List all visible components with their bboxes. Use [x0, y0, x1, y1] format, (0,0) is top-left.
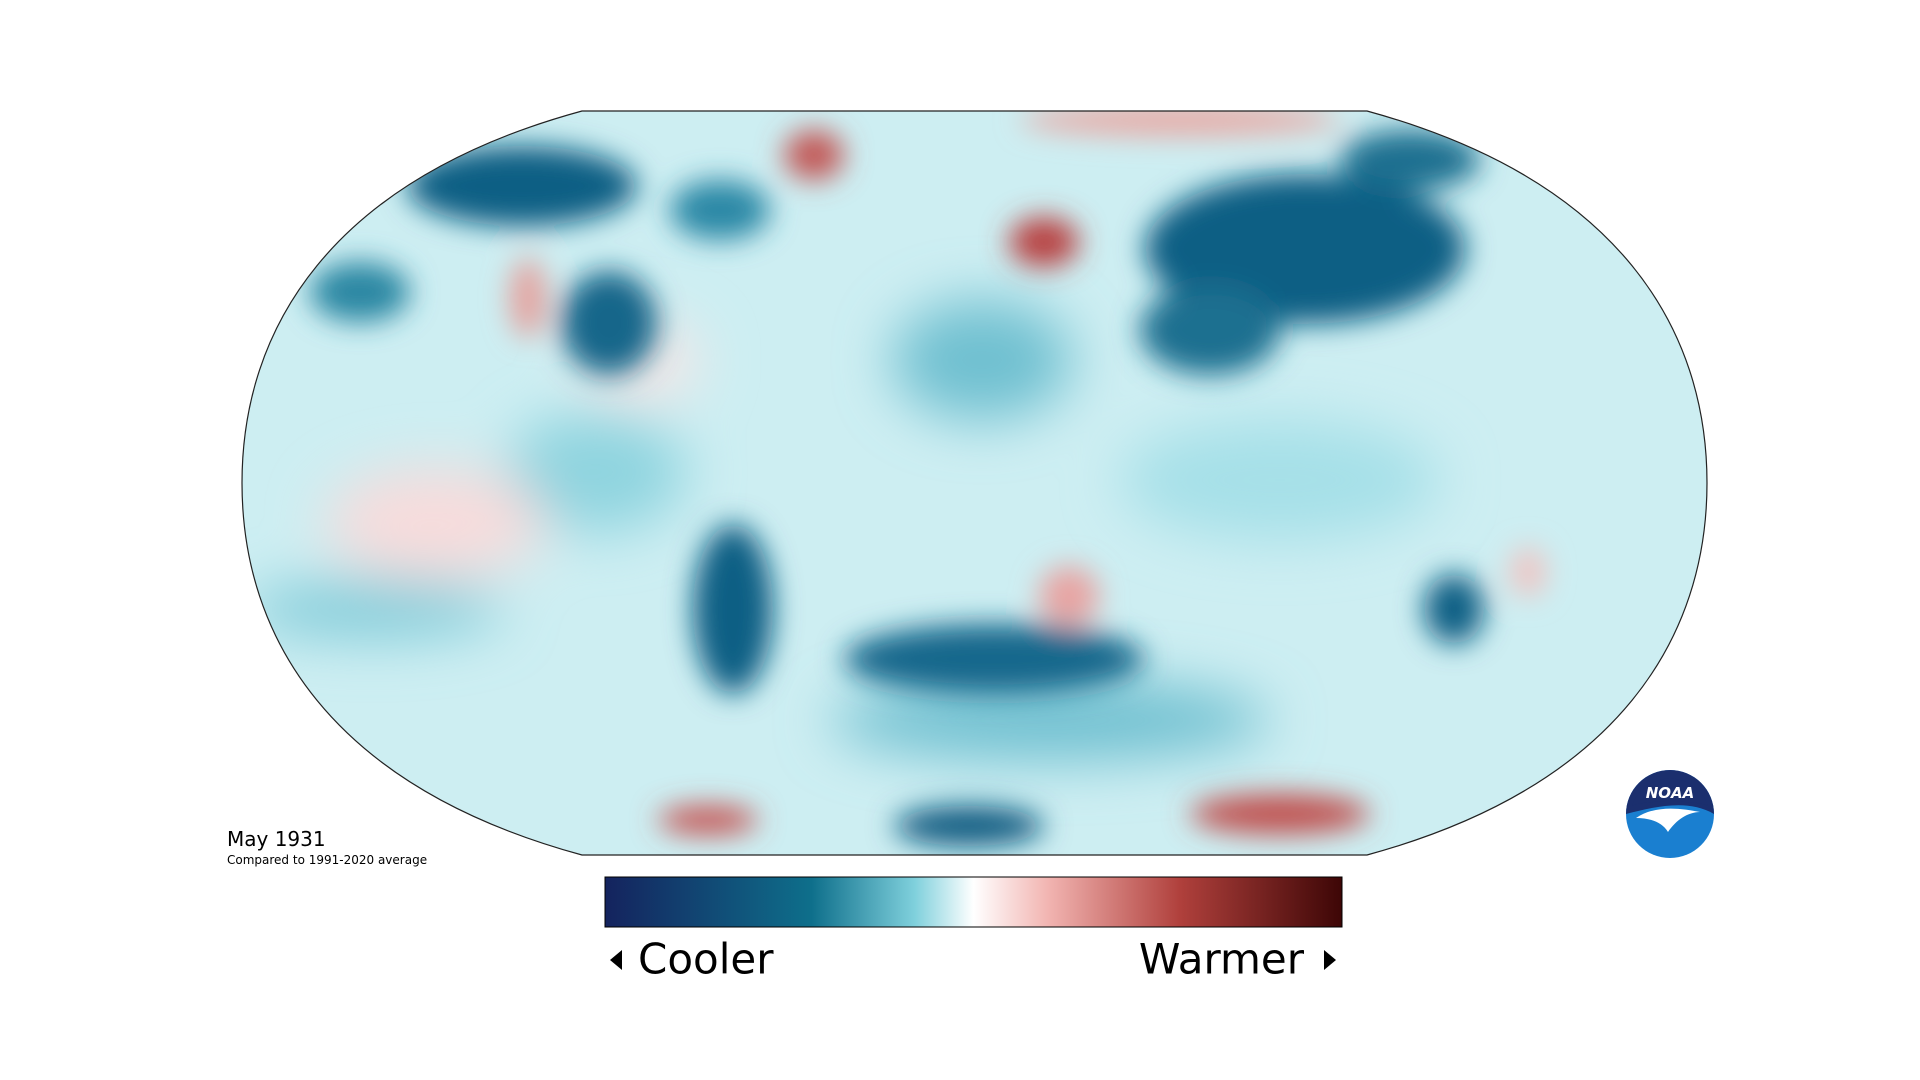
baseline-label: Compared to 1991-2020 average — [227, 853, 427, 867]
warmer-arrow — [1324, 950, 1336, 970]
cooler-label: Cooler — [638, 935, 774, 984]
map-outline — [241, 110, 1708, 856]
anomaly-map — [242, 111, 1707, 855]
date-label: May 1931 — [227, 827, 326, 851]
color-bar — [604, 876, 1343, 928]
warmer-label: Warmer — [1139, 935, 1305, 984]
cooler-arrow — [610, 950, 622, 970]
noaa-logo: NOAA — [1626, 770, 1714, 858]
logo-text: NOAA — [1646, 784, 1695, 802]
